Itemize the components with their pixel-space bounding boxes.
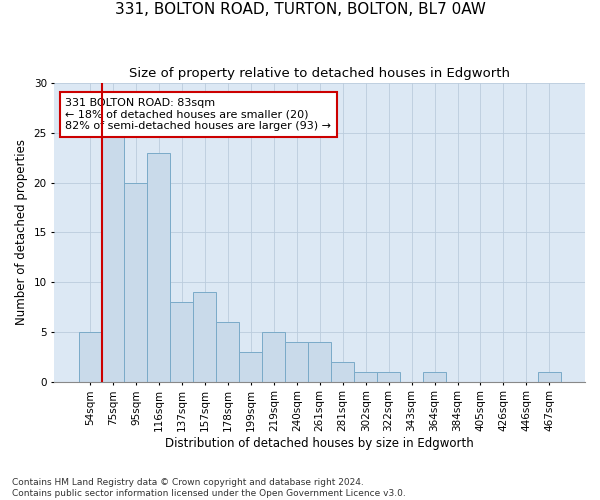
Bar <box>538 372 561 382</box>
X-axis label: Distribution of detached houses by size in Edgworth: Distribution of detached houses by size … <box>166 437 474 450</box>
Bar <box>423 372 446 382</box>
Bar <box>193 292 217 382</box>
Bar <box>79 332 101 382</box>
Bar <box>148 152 170 382</box>
Text: Contains HM Land Registry data © Crown copyright and database right 2024.
Contai: Contains HM Land Registry data © Crown c… <box>12 478 406 498</box>
Bar <box>170 302 193 382</box>
Bar <box>239 352 262 382</box>
Bar <box>124 182 148 382</box>
Bar <box>285 342 308 382</box>
Bar <box>354 372 377 382</box>
Y-axis label: Number of detached properties: Number of detached properties <box>15 140 28 326</box>
Bar <box>331 362 354 382</box>
Text: 331, BOLTON ROAD, TURTON, BOLTON, BL7 0AW: 331, BOLTON ROAD, TURTON, BOLTON, BL7 0A… <box>115 2 485 18</box>
Bar <box>101 133 124 382</box>
Bar <box>377 372 400 382</box>
Text: 331 BOLTON ROAD: 83sqm
← 18% of detached houses are smaller (20)
82% of semi-det: 331 BOLTON ROAD: 83sqm ← 18% of detached… <box>65 98 331 131</box>
Bar <box>308 342 331 382</box>
Title: Size of property relative to detached houses in Edgworth: Size of property relative to detached ho… <box>129 68 510 80</box>
Bar <box>217 322 239 382</box>
Bar <box>262 332 285 382</box>
